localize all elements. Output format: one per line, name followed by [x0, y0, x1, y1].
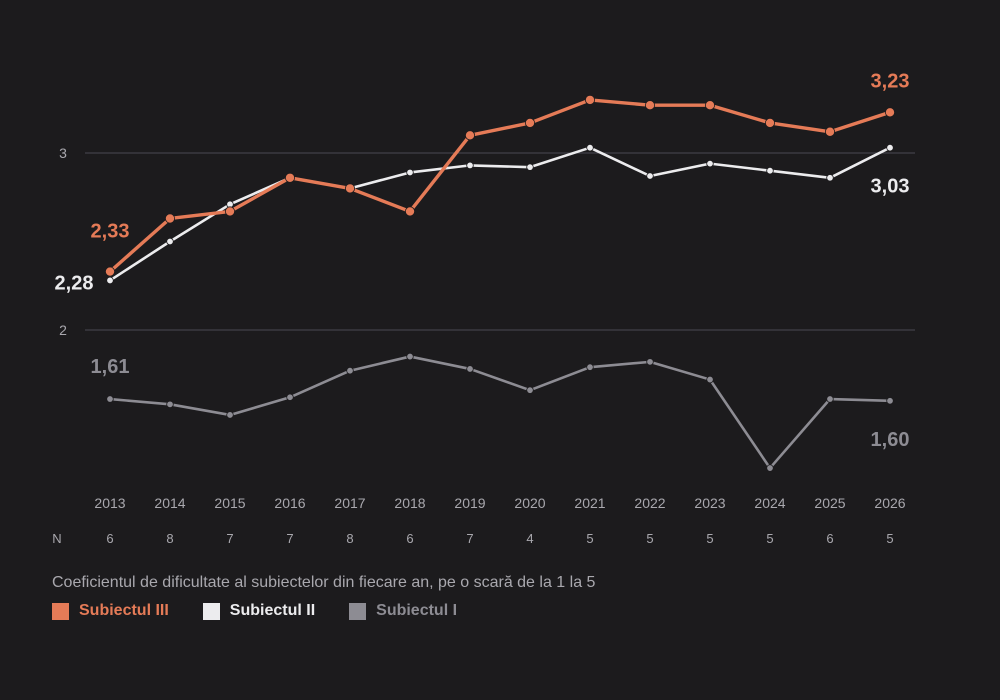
legend: Subiectul III Subiectul II Subiectul I [52, 602, 457, 620]
point-subiectul-iii-2018 [404, 206, 415, 217]
n-value-2019: 7 [466, 531, 473, 546]
point-subiectul-ii-2014 [166, 237, 174, 246]
start-label-subiectul-iii: 2,33 [91, 221, 130, 243]
series-line-subiectul-i [108, 355, 892, 470]
x-tick-label-2019: 2019 [454, 495, 485, 511]
point-subiectul-i-2018 [406, 352, 414, 361]
x-tick-label-2016: 2016 [274, 495, 305, 511]
point-subiectul-ii-2026 [886, 143, 894, 152]
point-subiectul-iii-2014 [164, 213, 175, 224]
point-subiectul-iii-2026 [885, 107, 896, 118]
legend-label-subiectul-iii: Subiectul III [79, 602, 169, 619]
n-value-2021: 5 [586, 531, 593, 546]
chart-caption: Coeficientul de dificultate al subiectel… [52, 574, 596, 591]
point-subiectul-iii-2024 [765, 117, 776, 128]
x-tick-label-2014: 2014 [154, 495, 185, 511]
end-label-subiectul-i: 1,60 [871, 429, 910, 451]
point-subiectul-i-2022 [646, 358, 654, 366]
n-value-2015: 7 [226, 531, 233, 546]
point-subiectul-i-2017 [346, 367, 354, 375]
n-value-2017: 8 [346, 531, 353, 546]
x-tick-label-2025: 2025 [814, 495, 845, 511]
legend-item-subiectul-i: Subiectul I [349, 602, 457, 620]
point-subiectul-ii-2022 [646, 172, 654, 180]
series-line-subiectul-iii [108, 98, 892, 274]
point-subiectul-i-2026 [886, 397, 894, 405]
x-tick-label-2023: 2023 [694, 495, 725, 511]
x-tick-label-2022: 2022 [634, 495, 665, 511]
legend-swatch-subiectul-i [349, 602, 367, 620]
line-chart: 3 2 2013 6 2014 8 2015 7 2016 7 2017 8 2018 6 2019 7 202… [52, 70, 915, 546]
point-subiectul-i-2021 [586, 363, 594, 371]
x-tick-label-2021: 2021 [574, 495, 605, 511]
point-subiectul-i-2019 [466, 365, 474, 373]
x-tick-label-2013: 2013 [94, 495, 125, 511]
point-subiectul-i-2015 [226, 411, 234, 419]
n-value-2018: 6 [406, 531, 413, 546]
point-subiectul-ii-2013 [106, 276, 114, 285]
point-subiectul-i-2025 [826, 395, 834, 403]
n-value-2024: 5 [766, 531, 773, 546]
point-subiectul-iii-2021 [585, 94, 596, 105]
x-tick-label-2024: 2024 [754, 495, 785, 511]
legend-label-subiectul-i: Subiectul I [376, 602, 458, 619]
point-subiectul-i-2024 [766, 464, 774, 472]
n-value-2026: 5 [886, 531, 893, 546]
point-subiectul-ii-2019 [466, 161, 474, 170]
series-line-subiectul-ii [108, 146, 892, 282]
point-subiectul-ii-2020 [526, 163, 534, 171]
point-subiectul-iii-2016 [284, 172, 295, 183]
n-row-label: N [52, 531, 61, 546]
point-subiectul-iii-2015 [224, 206, 235, 217]
point-subiectul-i-2023 [706, 375, 714, 384]
legend-swatch-subiectul-ii [202, 602, 220, 620]
x-tick-label-2020: 2020 [514, 495, 545, 511]
n-value-2016: 7 [286, 531, 293, 546]
n-value-2023: 5 [706, 531, 713, 546]
n-value-2013: 6 [106, 531, 113, 546]
n-value-2014: 8 [166, 531, 173, 546]
end-label-subiectul-ii: 3,03 [871, 176, 910, 198]
n-value-2025: 6 [826, 531, 833, 546]
x-tick-label-2015: 2015 [214, 495, 245, 511]
legend-swatch-subiectul-iii [52, 602, 69, 620]
legend-item-subiectul-iii: Subiectul III [52, 602, 169, 620]
point-subiectul-i-2016 [286, 393, 294, 401]
x-tick-label-2018: 2018 [394, 495, 425, 511]
point-subiectul-iii-2019 [464, 130, 475, 141]
end-label-subiectul-iii: 3,23 [871, 70, 910, 92]
point-subiectul-iii-2017 [344, 183, 355, 194]
point-subiectul-iii-2025 [825, 126, 836, 137]
point-subiectul-i-2014 [166, 400, 174, 409]
point-subiectul-iii-2022 [645, 100, 656, 111]
point-subiectul-ii-2024 [766, 166, 774, 175]
x-tick-label-2017: 2017 [334, 495, 365, 511]
legend-label-subiectul-ii: Subiectul II [229, 602, 316, 619]
point-subiectul-i-2013 [106, 395, 114, 403]
x-tick-label-2026: 2026 [874, 495, 905, 511]
point-subiectul-ii-2023 [706, 159, 714, 168]
start-label-subiectul-i: 1,61 [91, 356, 130, 378]
start-label-subiectul-ii: 2,28 [55, 272, 94, 294]
point-subiectul-iii-2020 [525, 117, 536, 128]
y-tick-label-2: 2 [59, 322, 67, 338]
point-subiectul-iii-2013 [105, 266, 116, 277]
point-subiectul-ii-2018 [406, 168, 414, 177]
y-tick-label-3: 3 [59, 145, 67, 161]
point-subiectul-ii-2025 [826, 174, 834, 182]
n-value-2022: 5 [646, 531, 653, 546]
point-subiectul-iii-2023 [705, 100, 716, 111]
point-subiectul-i-2020 [526, 386, 534, 394]
legend-item-subiectul-ii: Subiectul II [202, 602, 316, 620]
n-value-2020: 4 [526, 531, 533, 546]
point-subiectul-ii-2021 [586, 143, 594, 152]
